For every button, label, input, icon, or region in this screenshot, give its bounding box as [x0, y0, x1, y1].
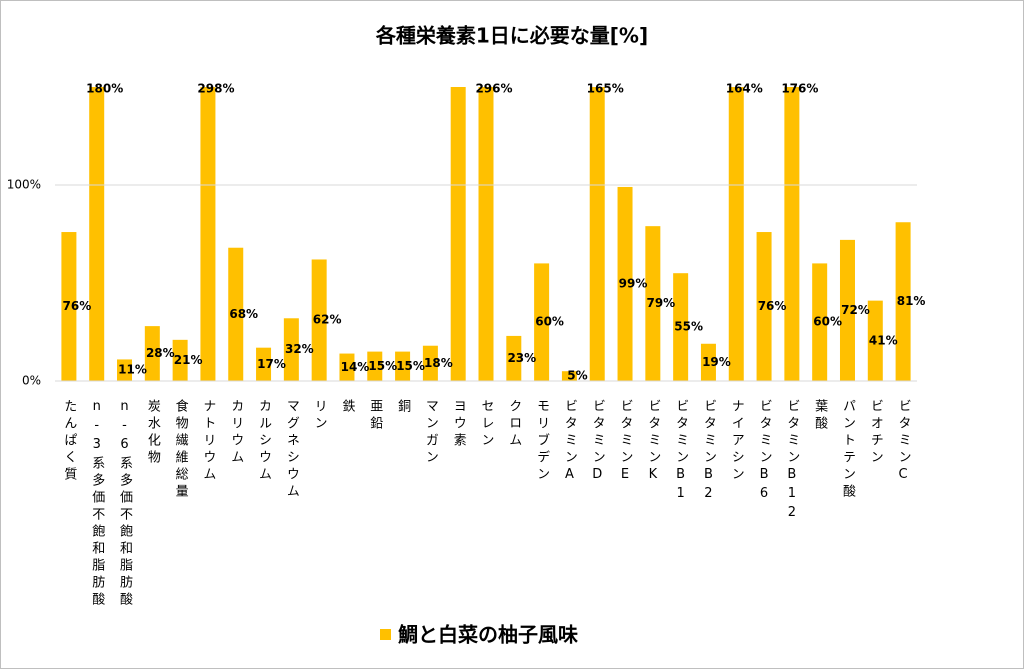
x-tick-label: リン — [312, 399, 327, 433]
data-label: 15% — [368, 359, 397, 373]
bar — [61, 232, 77, 381]
bar — [478, 87, 494, 381]
data-label: 55% — [674, 320, 703, 334]
x-tick-label: ビタミンA — [562, 399, 577, 486]
x-tick-label: マンガン — [423, 399, 438, 467]
data-label: 23% — [507, 351, 536, 365]
data-label: 165% — [587, 82, 624, 96]
data-label: 68% — [229, 307, 258, 321]
x-tick-label: カリウム — [228, 399, 243, 467]
x-tick-label: セレン — [479, 399, 495, 450]
x-tick-label: マグネシウム — [284, 399, 300, 501]
x-tick-label: たんぱく質 — [61, 399, 77, 484]
data-label: 41% — [869, 333, 898, 347]
bar — [534, 263, 550, 381]
data-label: 11% — [118, 363, 147, 377]
bar — [172, 339, 188, 381]
data-label: 72% — [841, 303, 870, 317]
data-label: 15% — [396, 359, 425, 373]
data-label: 17% — [257, 357, 286, 371]
bar — [117, 359, 133, 381]
x-tick-label: ナイアシン — [729, 399, 744, 484]
x-tick-label: ビタミンK — [645, 399, 660, 486]
x-tick-label: ビタミンD — [590, 399, 605, 486]
data-label: 176% — [781, 82, 818, 96]
bar — [283, 318, 299, 381]
data-label: 28% — [146, 346, 175, 360]
x-tick-label: 亜鉛 — [367, 399, 383, 433]
data-label: 32% — [285, 342, 314, 356]
bar — [589, 87, 605, 381]
legend-label: 鯛と白菜の柚子風味 — [398, 623, 578, 647]
bar — [784, 87, 800, 381]
bar — [700, 343, 716, 381]
x-tick-label: ビオチン — [868, 399, 883, 467]
data-label: 60% — [813, 315, 842, 329]
x-tick-label: モリブデン — [534, 399, 549, 484]
bar — [673, 273, 689, 381]
bar — [422, 345, 438, 381]
plot-area — [61, 87, 911, 382]
x-tick-label: カルシウム — [256, 399, 271, 484]
data-label: 99% — [619, 276, 648, 290]
data-label: 60% — [535, 315, 564, 329]
x-tick-label: ビタミンB2 — [701, 399, 716, 505]
bar — [311, 259, 327, 381]
data-label: 180% — [86, 82, 123, 96]
data-label: 62% — [313, 313, 342, 327]
bar — [617, 186, 633, 381]
bar — [895, 222, 911, 381]
bar — [756, 232, 772, 381]
x-tick-label: 葉酸 — [812, 399, 828, 433]
bar — [89, 87, 105, 381]
data-label: 18% — [424, 356, 453, 370]
x-tick-label: n-6系多価不飽和脂肪酸 — [117, 399, 133, 609]
bar — [450, 87, 466, 381]
bar — [228, 247, 244, 381]
data-label: 5% — [567, 369, 587, 383]
x-tick-label: クロム — [506, 399, 521, 450]
bar — [367, 351, 383, 381]
x-tick-label: ビタミンC — [896, 399, 911, 486]
bar — [144, 326, 160, 381]
data-label: 296% — [475, 82, 512, 96]
x-tick-label: 銅 — [395, 399, 411, 416]
x-tick-label: ナトリウム — [200, 399, 215, 484]
bar — [645, 226, 661, 381]
data-label: 298% — [197, 82, 234, 96]
bar — [339, 353, 355, 381]
x-tick-label: ヨウ素 — [451, 399, 467, 450]
x-tick-label: n-3系多価不飽和脂肪酸 — [89, 399, 105, 609]
x-tick-label: ビタミンB1 — [673, 399, 688, 505]
x-tick-label: 食物繊維総量 — [173, 398, 189, 501]
bar — [839, 239, 855, 381]
bar — [256, 347, 272, 381]
bar — [561, 371, 577, 381]
data-label: 14% — [341, 360, 370, 374]
x-tick-label: 炭水化物 — [145, 399, 161, 467]
x-tick-label: 鉄 — [339, 399, 355, 416]
data-label: 81% — [897, 294, 926, 308]
bar — [200, 87, 216, 382]
x-tick-label: ビタミンE — [618, 399, 633, 486]
y-tick-label: 0% — [22, 374, 41, 388]
bar — [506, 335, 522, 381]
data-label: 76% — [758, 299, 787, 313]
bar — [867, 300, 883, 381]
bar — [395, 351, 411, 381]
y-tick-label: 100% — [7, 178, 41, 192]
x-tick-label: パントテン酸 — [840, 399, 856, 501]
data-label: 79% — [646, 296, 675, 310]
data-label: 164% — [726, 82, 763, 96]
x-tick-label: ビタミンB12 — [784, 399, 799, 524]
data-label: 76% — [63, 299, 92, 313]
data-label: 21% — [174, 353, 203, 367]
bar — [812, 263, 828, 381]
legend-swatch — [380, 629, 391, 640]
chart-title: 各種栄養素1日に必要な量[%] — [375, 24, 648, 48]
x-tick-label: ビタミンB6 — [757, 399, 772, 505]
data-label: 19% — [702, 355, 731, 369]
bar — [728, 87, 744, 382]
